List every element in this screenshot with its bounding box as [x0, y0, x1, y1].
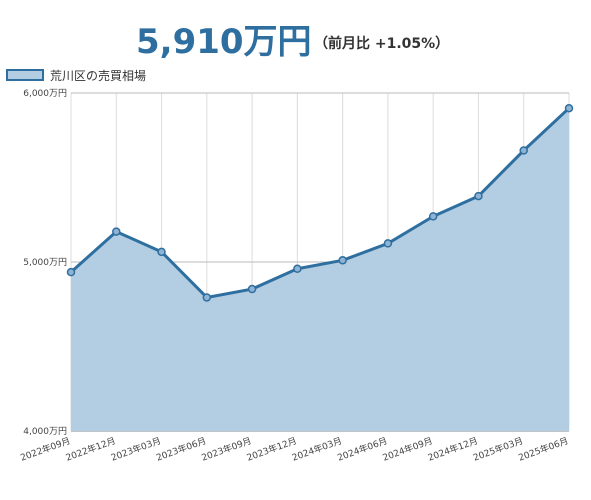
data-point[interactable] [383, 239, 393, 248]
area-fill [71, 108, 569, 432]
x-tick-label: 2024年12月 [426, 435, 479, 464]
data-point[interactable] [112, 227, 121, 236]
y-tick-label: 5,000万円 [23, 257, 67, 268]
data-point[interactable] [519, 146, 528, 155]
data-point[interactable] [247, 284, 257, 294]
data-points [66, 103, 574, 302]
x-tick-label: 2024年03月 [290, 435, 343, 464]
data-point[interactable] [66, 267, 76, 277]
y-tick-label: 6,000万円 [23, 88, 67, 99]
data-point[interactable] [564, 103, 574, 113]
headline: 5,910万円 （前月比 +1.05%） [0, 14, 591, 64]
x-tick-label: 2024年09月 [381, 435, 434, 464]
x-tick-label: 2023年06月 [155, 435, 208, 464]
x-tick-label: 2025年06月 [517, 435, 570, 464]
x-tick-label: 2023年12月 [245, 435, 298, 464]
legend-swatch [6, 69, 44, 81]
y-tick-label: 4,000万円 [23, 426, 67, 437]
data-point[interactable] [293, 264, 302, 274]
current-price: 5,910万円 [136, 22, 312, 62]
x-tick-label: 2024年06月 [336, 435, 389, 464]
x-tick-label: 2022年12月 [64, 435, 117, 464]
month-over-month-change: （前月比 +1.05%） [314, 36, 450, 52]
legend-label: 荒川区の売買相場 [50, 68, 147, 83]
data-point[interactable] [338, 256, 347, 265]
data-point[interactable] [157, 247, 166, 257]
y-axis: 6,000万円 5,000万円 4,000万円 [23, 88, 67, 437]
series-line [69, 107, 571, 299]
x-tick-label: 2023年03月 [109, 435, 162, 464]
data-point[interactable] [474, 191, 483, 201]
x-tick-label: 2022年09月 [19, 435, 72, 464]
x-tick-label: 2023年09月 [200, 435, 253, 464]
data-point[interactable] [202, 293, 212, 302]
data-point[interactable] [428, 212, 438, 221]
x-tick-label: 2025年03月 [471, 435, 524, 464]
x-axis: 2022年09月2022年12月2023年03月2023年06月2023年09月… [19, 435, 570, 464]
legend[interactable]: 荒川区の売買相場 [6, 67, 146, 83]
